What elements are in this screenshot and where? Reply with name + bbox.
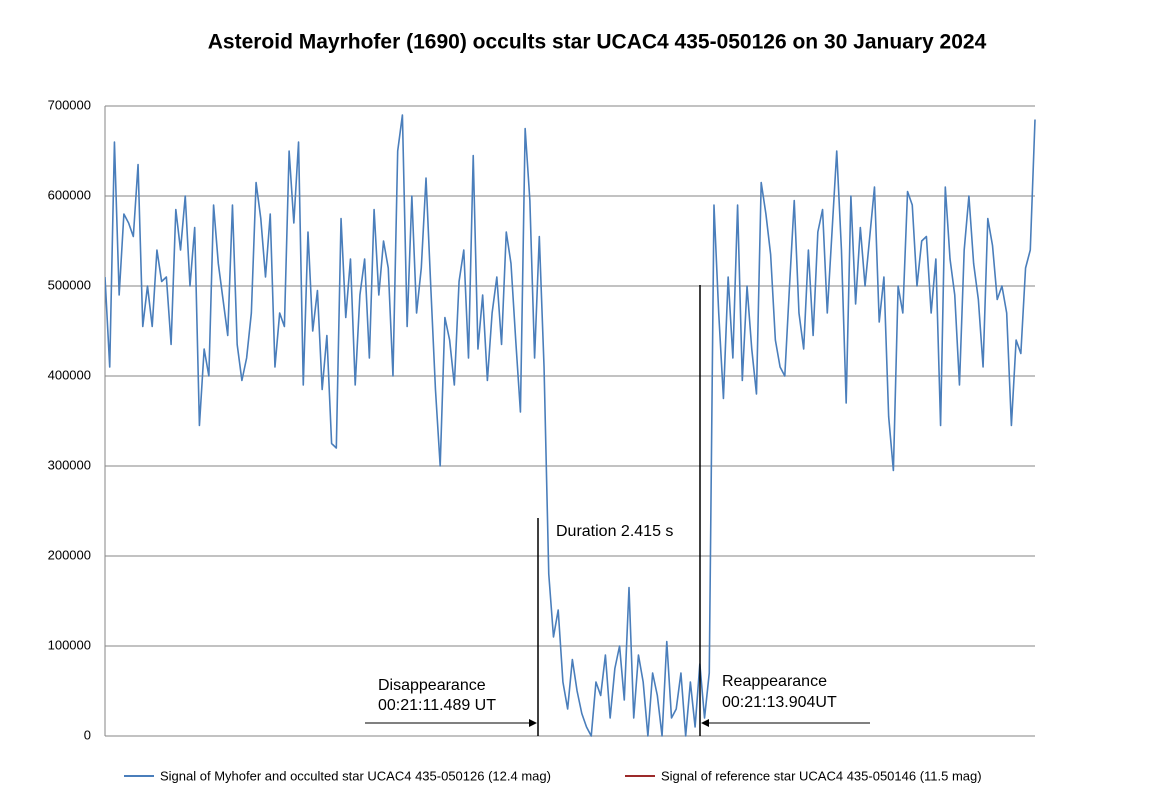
y-tick-label: 200000 (48, 547, 91, 562)
chart-title: Asteroid Mayrhofer (1690) occults star U… (208, 31, 987, 54)
y-tick-label: 600000 (48, 187, 91, 202)
annotation: Disappearance (378, 677, 486, 694)
y-tick-label: 100000 (48, 637, 91, 652)
annotation: Reappearance (722, 673, 827, 690)
y-tick-label: 700000 (48, 97, 91, 112)
annotation: 00:21:13.904UT (722, 694, 837, 711)
annotation: Duration 2.415 s (556, 523, 673, 540)
legend-label: Signal of Myhofer and occulted star UCAC… (160, 768, 551, 783)
legend-label: Signal of reference star UCAC4 435-05014… (661, 768, 982, 783)
y-tick-label: 500000 (48, 277, 91, 292)
y-tick-label: 300000 (48, 457, 91, 472)
data-line (105, 114, 1036, 737)
annotation: 00:21:11.489 UT (378, 697, 496, 714)
y-tick-label: 400000 (48, 367, 91, 382)
y-tick-label: 0 (84, 727, 91, 742)
